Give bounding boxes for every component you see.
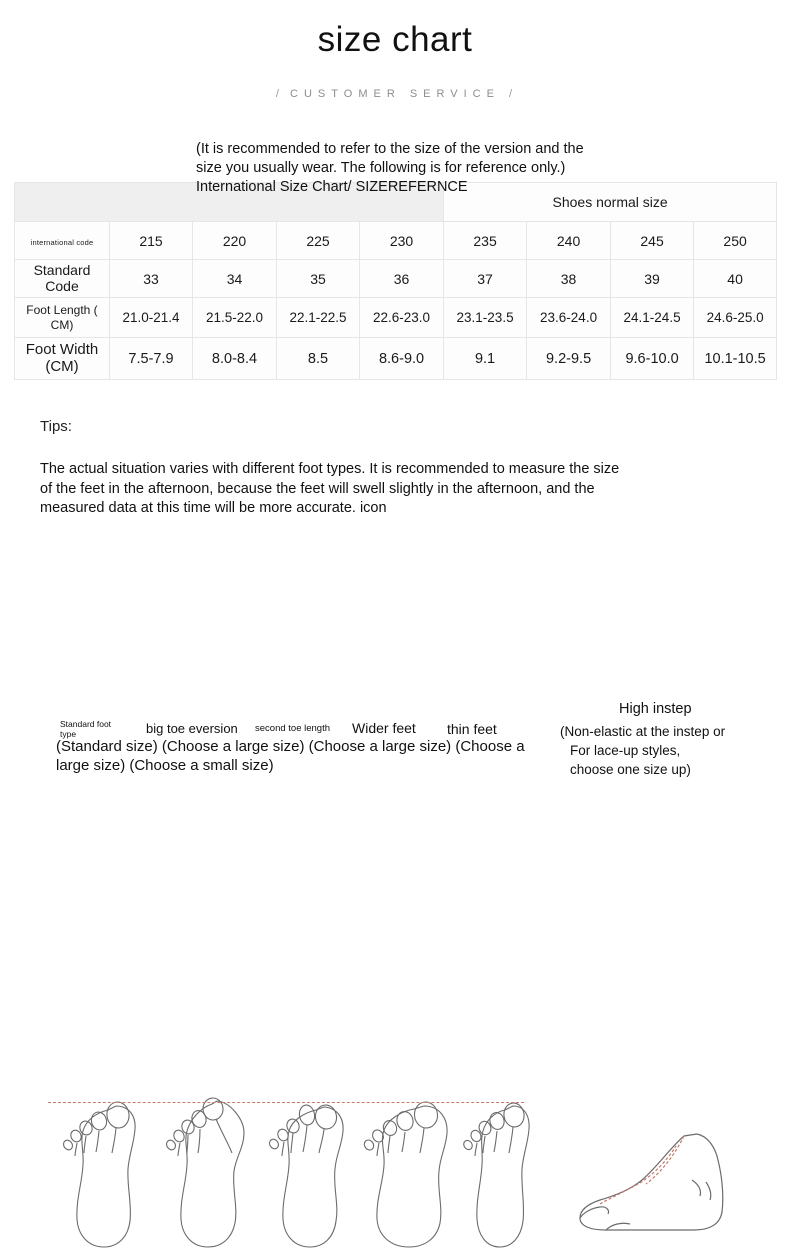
- tips-body: The actual situation varies with differe…: [40, 461, 620, 516]
- table-cell: 9.2-9.5: [526, 337, 612, 380]
- row-label-international-code-text: international code: [30, 237, 94, 247]
- table-cell: 8.0-8.4: [192, 337, 277, 380]
- table-cell: 245: [610, 221, 695, 260]
- table-cell: 38: [526, 259, 612, 298]
- high-instep-advice-line2: For lace-up styles,: [570, 743, 681, 758]
- table-cell: 39: [610, 259, 695, 298]
- high-instep-advice: (Non-elastic at the instep or For lace-u…: [560, 722, 790, 779]
- table-cell: 250: [693, 221, 778, 260]
- caption-foot-standard: Standard foot type: [60, 719, 112, 739]
- caption-foot-big-toe-eversion: big toe eversion: [146, 721, 238, 736]
- high-instep-advice-line3: choose one size up): [570, 762, 691, 777]
- tips-label: Tips:: [40, 418, 72, 435]
- table-cell: 23.6-24.0: [526, 297, 612, 338]
- table-cell: 24.6-25.0: [693, 297, 778, 338]
- row-label-standard-code: Standard Code: [14, 259, 110, 298]
- table-cell: 8.5: [276, 337, 360, 380]
- subtitle-text: CUSTOMER SERVICE: [290, 88, 500, 100]
- caption-foot-thin: thin feet: [447, 721, 497, 737]
- intro-paragraph: (It is recommended to refer to the size …: [196, 141, 584, 195]
- foot-type-size-advice: (Standard size) (Choose a large size) (C…: [56, 738, 525, 774]
- caption-foot-wider: Wider feet: [352, 720, 416, 736]
- table-cell: 230: [358, 221, 445, 260]
- table-cell: 215: [109, 221, 193, 260]
- table-cell: 21.0-21.4: [109, 297, 193, 338]
- page-title: size chart: [317, 20, 473, 59]
- row-label-international-code: international code: [14, 221, 110, 260]
- row-label-foot-width-text: Foot Width (CM): [25, 340, 99, 375]
- table-row-foot-length: Foot Length ( CM) 21.0-21.4 21.5-22.0 22…: [14, 297, 778, 338]
- table-cell: 33: [109, 259, 193, 298]
- table-cell: 7.5-7.9: [109, 337, 193, 380]
- page-subtitle: / CUSTOMER SERVICE /: [0, 88, 790, 100]
- table-cell: 240: [526, 221, 612, 260]
- table-cell: 22.6-23.0: [358, 297, 445, 338]
- foot-high-instep-icon: [566, 1132, 746, 1247]
- foot-standard-icon: [56, 1095, 164, 1255]
- row-label-foot-length: Foot Length ( CM): [14, 297, 110, 338]
- size-chart-table-wrapper: Shoes normal size international code 215…: [13, 182, 778, 380]
- toe-alignment-guide-line: [48, 1102, 524, 1103]
- table-cell: 34: [192, 259, 277, 298]
- foot-second-toe-length-icon: [262, 1095, 370, 1255]
- size-chart-table: Shoes normal size international code 215…: [13, 182, 778, 380]
- table-cell: 235: [443, 221, 528, 260]
- subtitle-slash-left: /: [275, 88, 281, 100]
- caption-high-instep: High instep: [619, 701, 692, 717]
- table-cell: 36: [358, 259, 445, 298]
- subtitle-slash-right: /: [509, 88, 515, 100]
- foot-big-toe-eversion-icon: [160, 1095, 268, 1255]
- high-instep-advice-line1: (Non-elastic at the instep or: [560, 724, 726, 739]
- row-label-foot-length-text: Foot Length ( CM): [26, 302, 98, 332]
- table-cell: 21.5-22.0: [192, 297, 277, 338]
- table-cell: 220: [192, 221, 277, 260]
- caption-foot-second-toe-length: second toe length: [255, 723, 331, 734]
- table-row-foot-width: Foot Width (CM) 7.5-7.9 8.0-8.4 8.5 8.6-…: [14, 337, 778, 380]
- group-header-left-blank: [13, 182, 445, 222]
- row-label-foot-width: Foot Width (CM): [14, 337, 110, 380]
- row-label-standard-code-text: Standard Code: [33, 262, 91, 294]
- table-cell: 225: [276, 221, 360, 260]
- table-cell: 23.1-23.5: [443, 297, 528, 338]
- table-cell: 24.1-24.5: [610, 297, 695, 338]
- table-row-standard-code: Standard Code 33 34 35 36 37 38 39 40: [14, 259, 778, 298]
- table-cell: 8.6-9.0: [358, 337, 445, 380]
- table-cell: 9.6-10.0: [610, 337, 695, 380]
- table-cell: 37: [443, 259, 528, 298]
- table-cell: 10.1-10.5: [693, 337, 778, 380]
- table-cell: 9.1: [443, 337, 528, 380]
- table-cell: 35: [276, 259, 360, 298]
- table-row-international-code: international code 215 220 225 230 235 2…: [14, 221, 778, 260]
- foot-thin-icon: [455, 1095, 555, 1255]
- table-cell: 22.1-22.5: [276, 297, 360, 338]
- table-cell: 40: [693, 259, 778, 298]
